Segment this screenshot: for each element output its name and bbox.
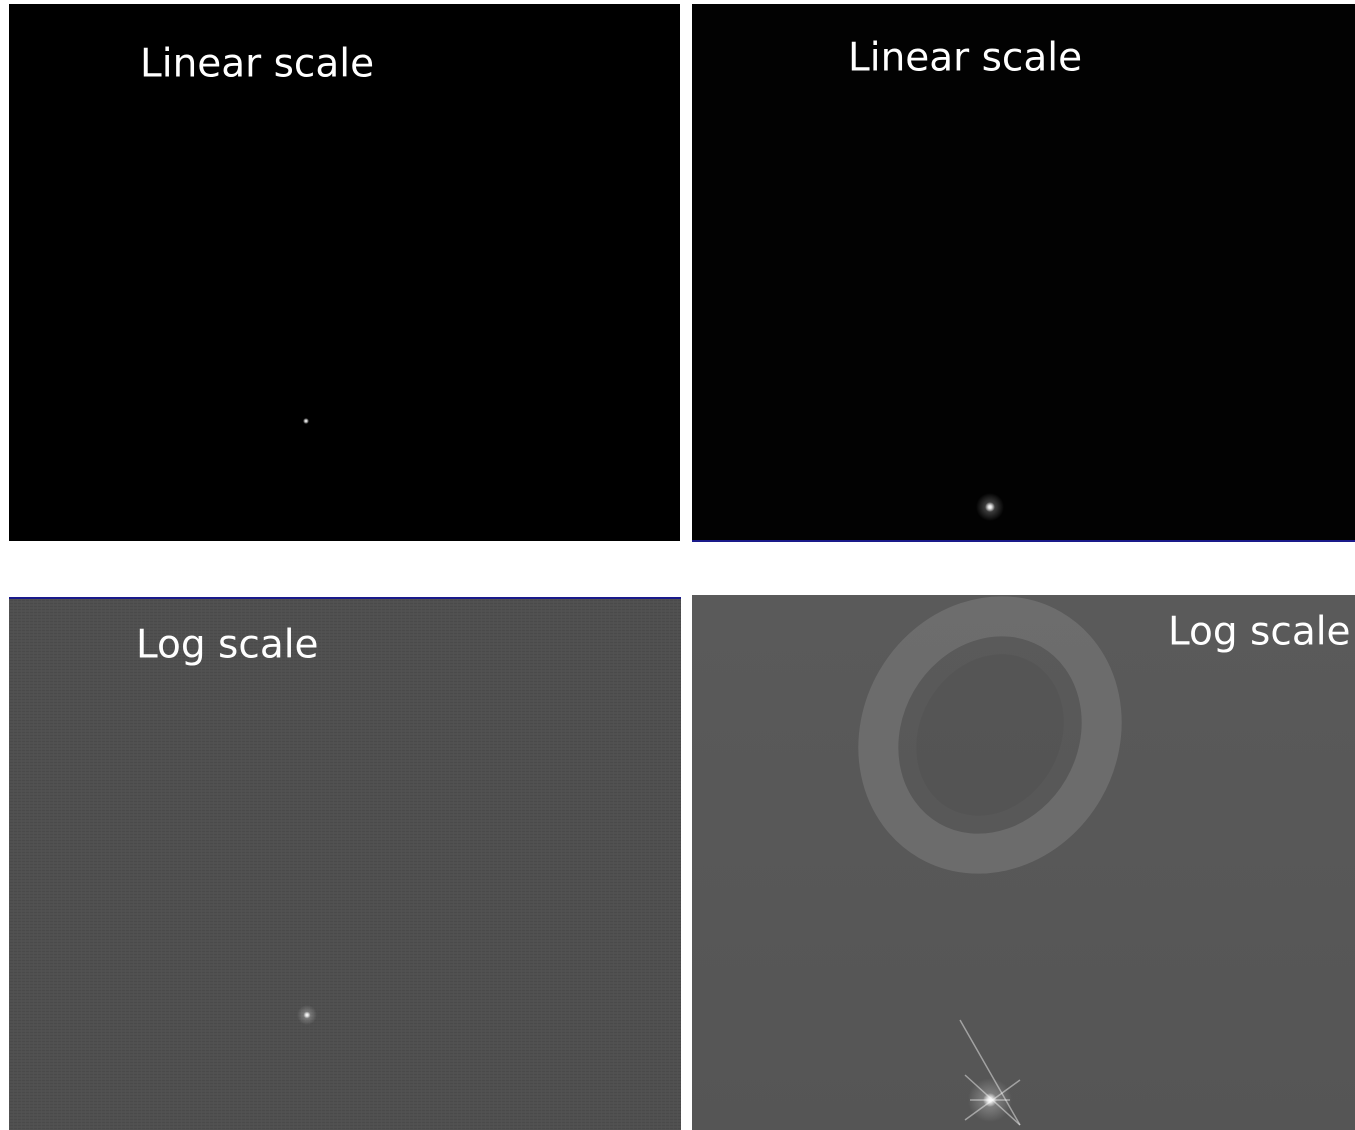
panel: Linear scale (9, 4, 680, 541)
ring-reflection (858, 596, 1122, 874)
image (692, 4, 1355, 541)
panel: Log scale (9, 597, 681, 1130)
panel: Log scale (692, 595, 1355, 1130)
panel-label: Log scale (1168, 610, 1351, 655)
bright-spot (303, 1011, 311, 1019)
bright-spot (303, 418, 309, 424)
panel-label: Linear scale (140, 42, 374, 87)
image (9, 597, 681, 1130)
panel: Linear scale (692, 4, 1355, 542)
image (9, 4, 680, 541)
bright-spot (983, 1093, 997, 1107)
panel-label: Log scale (136, 623, 319, 668)
panel-label: Linear scale (848, 36, 1082, 81)
bright-spot (985, 502, 995, 512)
